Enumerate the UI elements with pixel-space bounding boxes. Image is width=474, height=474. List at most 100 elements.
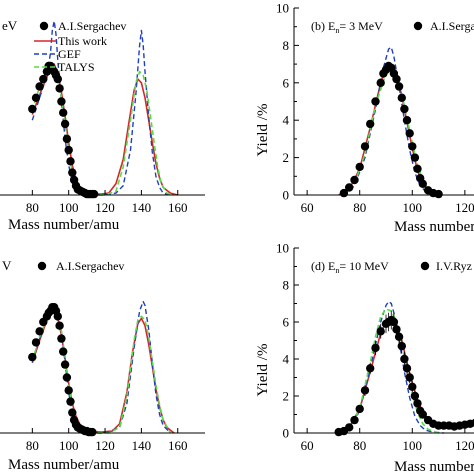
panel-d-data-point [400, 354, 409, 364]
panel-b-data-point [355, 162, 364, 172]
panel-b-ylabel: Yield /% [255, 104, 271, 157]
panel-c-data-point [28, 352, 37, 362]
panel-a-xlabel: Mass number/amu [8, 217, 120, 233]
panel-a-data-point [60, 119, 70, 129]
panel-c-marks [28, 300, 175, 437]
panel-d-x-tick-label: 80 [353, 438, 366, 453]
panel-d-x-tick-label: 60 [301, 438, 314, 453]
panel-d-label-main: (d) E [311, 259, 335, 273]
panel-c: 80 100 120 140 160 V A.I.Sergachev Mass numb… [0, 258, 205, 473]
panel-b-data-point [345, 183, 354, 192]
panel-b-data-point [376, 78, 385, 88]
panel-a-x-tick-label: 100 [59, 200, 79, 215]
panel-b-label-sub: n [335, 26, 339, 35]
panel-b-data-point [397, 93, 406, 103]
panel-c-data-point [53, 312, 62, 321]
panel-c-data-point [64, 386, 73, 395]
panel-b-y-tick-label: 2 [283, 150, 290, 165]
panel-c-series-talys [31, 308, 172, 434]
panel-c-data-point [59, 347, 68, 356]
legend-a-exp-marker [39, 21, 49, 31]
panel-a-legend: A.I.Sergachev This work GEF TALYS [34, 19, 126, 74]
panel-b-data-point [402, 116, 412, 125]
panel-d-ylabel: Yield /% [255, 344, 271, 397]
panel-a-x-tick-label: 160 [168, 200, 188, 215]
panel-c-data-point [62, 373, 72, 382]
panel-d: 0 2 4 6 8 10 60 80 100 120 (d) En= 10 MeV I.V.Ryz… [255, 241, 474, 474]
panel-c-data-point [88, 427, 97, 437]
panel-c-axes: 80 100 120 140 160 [0, 428, 205, 453]
legend-b-exp-marker [413, 21, 423, 31]
panel-d-label-sub: n [335, 266, 339, 275]
panel-d-y-tick-label: 8 [283, 278, 290, 293]
panel-c-data-point [60, 360, 70, 369]
panel-d-y-tick-label: 10 [276, 241, 289, 256]
panel-d-data-point [366, 364, 375, 373]
panel-d-data-point [389, 317, 399, 327]
panel-d-data-point [413, 399, 422, 408]
panel-c-series-gef [31, 300, 171, 434]
panel-b-y-tick-label: 8 [283, 38, 290, 53]
panel-d-data-point [371, 343, 380, 353]
panel-a: 80 100 120 140 160 eV Mass number/amu A.I.Se… [0, 18, 205, 233]
panel-b-x-tick-label: 80 [353, 200, 366, 215]
panel-c-data-point [31, 338, 41, 347]
panel-d-data-point [471, 418, 474, 427]
panel-b-series-this-work [338, 63, 439, 196]
panel-d-label-rest: = 10 MeV [339, 259, 389, 273]
panel-c-data-point [55, 321, 64, 330]
panel-b-data-point [366, 119, 375, 129]
panel-d-data-point [355, 404, 364, 414]
panel-d-data-point [345, 423, 354, 432]
panel-b-data-point [400, 104, 409, 114]
panel-a-data-point [62, 134, 72, 144]
legend-b-exp-label: A.I.Sergachev [430, 19, 474, 33]
panel-b-xlabel: Mass number [394, 219, 474, 235]
panel-b-axes: 0 2 4 6 8 10 60 80 100 120 [276, 1, 474, 215]
panel-b-x-tick-label: 60 [301, 200, 314, 215]
panel-b-data-point [405, 129, 414, 138]
panel-d-data-point [408, 382, 417, 391]
panel-b-y-tick-label: 10 [276, 1, 289, 16]
panel-d-xlabel: Mass number [394, 459, 474, 474]
panel-c-label: V [2, 258, 12, 273]
panel-a-data-point [68, 168, 77, 177]
panel-b-data-point [408, 142, 417, 151]
panel-a-data-point [89, 189, 99, 199]
panel-d-data-point [350, 415, 359, 425]
panel-a-data-point [31, 93, 41, 103]
legend-d-exp-label: I.V.Ryz [436, 259, 472, 273]
panel-c-data-point [68, 408, 77, 417]
panel-d-data-point [410, 391, 420, 401]
panel-a-x-tick-label: 140 [132, 200, 152, 215]
panel-b-data-point [413, 164, 422, 173]
legend-a-talys-label: TALYS [58, 60, 95, 74]
panel-d-x-tick-label: 120 [455, 438, 474, 453]
panel-a-data-point [59, 108, 68, 117]
panel-b-x-tick-label: 100 [403, 200, 423, 215]
panel-a-x-tick-label: 80 [26, 200, 39, 215]
panel-b-y-tick-label: 6 [283, 75, 290, 90]
legend-a-exp-label: A.I.Sergachev [58, 19, 126, 33]
panel-c-x-tick-label: 100 [59, 438, 79, 453]
panel-b-label-rest: = 3 MeV [339, 19, 383, 33]
panel-d-x-tick-label: 100 [403, 438, 423, 453]
panel-b-y-tick-label: 4 [283, 113, 290, 128]
panel-b-data-point [418, 179, 427, 188]
panel-c-data-point [35, 327, 44, 336]
panel-d-label: (d) En= 10 MeV [311, 259, 389, 275]
panel-b-label-main: (b) E [311, 19, 335, 33]
panel-a-series-talys [31, 65, 175, 196]
legend-c-exp-marker [37, 261, 47, 271]
panel-d-marks [334, 300, 474, 437]
panel-c-series-this-work [31, 308, 175, 434]
panel-a-data-point [64, 145, 73, 155]
panel-c-xlabel: Mass number/amu [8, 457, 120, 473]
panel-d-y-tick-label: 6 [283, 315, 290, 330]
panel-b-data-point [350, 175, 359, 185]
panel-a-data-point [53, 74, 62, 84]
panel-b-data-point [392, 74, 401, 84]
panel-a-data-point [28, 104, 37, 114]
panel-c-x-tick-label: 80 [26, 438, 39, 453]
panel-d-y-tick-label: 2 [283, 389, 290, 404]
